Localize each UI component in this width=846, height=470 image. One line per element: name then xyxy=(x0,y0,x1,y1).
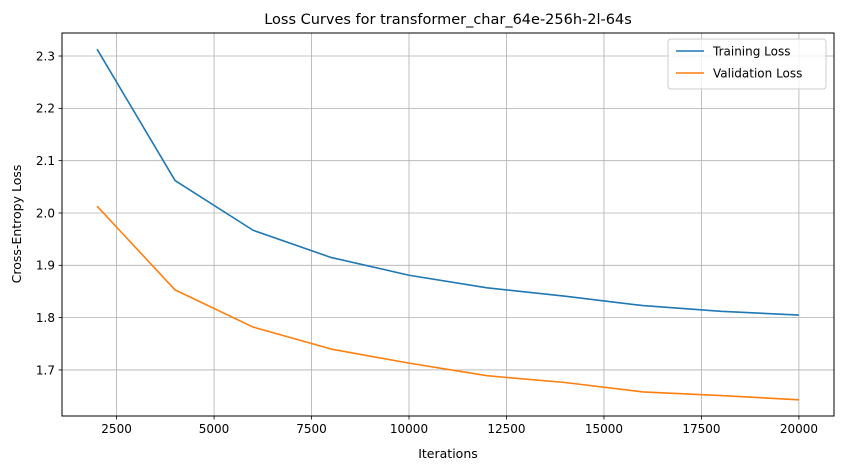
x-tick-label: 17500 xyxy=(682,422,720,436)
training-loss-line xyxy=(96,48,799,316)
legend: Training Loss Validation Loss xyxy=(667,38,827,90)
axis-ticks: 2500 5000 7500 10000 12500 15000 17500 20000 1.7… xyxy=(36,49,818,436)
x-tick-label: 15000 xyxy=(585,422,623,436)
y-tick-label: 2.3 xyxy=(36,49,55,63)
x-tick-label: 2500 xyxy=(101,422,132,436)
legend-entry-label: Training Loss xyxy=(712,44,790,58)
x-tick-label: 7500 xyxy=(296,422,327,436)
chart-title: Loss Curves for transformer_char_64e-256… xyxy=(264,12,632,28)
validation-loss-line xyxy=(96,205,799,401)
y-tick-label: 2.0 xyxy=(36,206,55,220)
grid xyxy=(62,33,834,416)
legend-entry-label: Validation Loss xyxy=(713,66,802,80)
y-tick-label: 1.8 xyxy=(36,311,55,325)
x-axis-label: Iterations xyxy=(418,446,478,461)
y-tick-label: 1.9 xyxy=(36,259,55,273)
y-tick-label: 2.2 xyxy=(36,102,55,116)
x-tick-label: 12500 xyxy=(487,422,525,436)
x-tick-label: 10000 xyxy=(390,422,428,436)
legend-box xyxy=(667,38,827,90)
plot-frame xyxy=(61,32,835,417)
y-tick-label: 2.1 xyxy=(36,154,55,168)
y-tick-label: 1.7 xyxy=(36,363,55,377)
plot-series xyxy=(96,48,799,401)
y-axis-label: Cross-Entropy Loss xyxy=(9,165,24,284)
x-tick-label: 5000 xyxy=(199,422,230,436)
x-tick-label: 20000 xyxy=(780,422,818,436)
